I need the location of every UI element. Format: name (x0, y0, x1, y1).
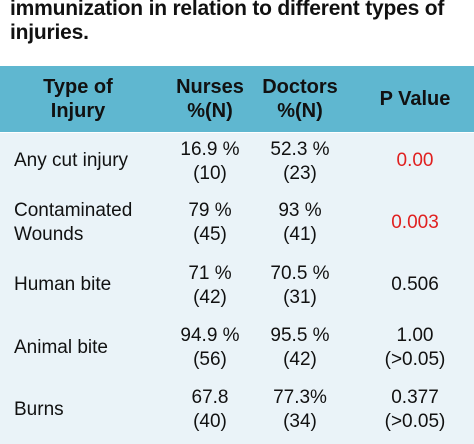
header-type-line-2: Injury (50, 100, 106, 122)
row-1-doctors: 52.3 % (23) (240, 138, 360, 186)
header-type: Type of Injury (8, 75, 148, 123)
table-header: Type of Injury Nurses %(N) Doctors %(N) … (0, 66, 474, 133)
row-5-p-value-text: 0.377 (391, 387, 439, 408)
row-1-nurses-n: (10) (193, 163, 227, 184)
row-1-type-text: Any cut injury (14, 150, 129, 171)
row-1-p-value: 0.00 (356, 149, 474, 173)
header-doctors: Doctors %(N) (240, 75, 360, 123)
row-2-type-line-2: Wounds (14, 224, 84, 245)
row-4-nurses: 94.9 % (56) (150, 324, 270, 372)
row-4-p-value-text: 1.00 (396, 325, 434, 346)
row-5-doctors-n: (34) (283, 411, 317, 432)
caption-line-1: immunization in relation to different ty… (10, 0, 445, 20)
injury-table: Type of Injury Nurses %(N) Doctors %(N) … (0, 66, 474, 444)
row-3-doctors-n: (31) (283, 287, 317, 308)
header-nurses: Nurses %(N) (150, 75, 270, 123)
row-4-type: Animal bite (14, 336, 154, 360)
row-4-doctors-n: (42) (283, 349, 317, 370)
row-2-p-value-text: 0.003 (391, 212, 439, 233)
header-nurses-line-2: %(N) (187, 100, 233, 122)
row-5-nurses-pct: 67.8 (191, 387, 229, 408)
row-5-type-text: Burns (14, 399, 64, 420)
row-3-nurses-pct: 71 % (188, 263, 232, 284)
row-1-doctors-pct: 52.3 % (270, 139, 330, 160)
caption-line-2: injuries. (10, 21, 89, 44)
row-1-nurses: 16.9 % (10) (150, 138, 270, 186)
row-4-nurses-n: (56) (193, 349, 227, 370)
header-doctors-line-1: Doctors (262, 76, 338, 98)
row-5-type: Burns (14, 398, 154, 422)
row-3-type: Human bite (14, 273, 154, 297)
row-4-p-value: 1.00 (>0.05) (356, 324, 474, 372)
row-1-nurses-pct: 16.9 % (180, 139, 240, 160)
row-2-doctors: 93 % (41) (240, 199, 360, 247)
row-3-doctors-pct: 70.5 % (270, 263, 330, 284)
row-4-doctors-pct: 95.5 % (270, 325, 330, 346)
row-2-nurses-n: (45) (193, 224, 227, 245)
table-caption: immunization in relation to different ty… (10, 0, 472, 45)
row-1-p-value-text: 0.00 (396, 150, 434, 171)
row-2-doctors-pct: 93 % (278, 200, 322, 221)
header-type-line-1: Type of (43, 76, 113, 98)
row-3-doctors: 70.5 % (31) (240, 262, 360, 310)
row-1-type: Any cut injury (14, 149, 154, 173)
row-4-type-text: Animal bite (14, 337, 108, 358)
header-nurses-line-1: Nurses (176, 76, 244, 98)
row-1-doctors-n: (23) (283, 163, 317, 184)
row-4-nurses-pct: 94.9 % (180, 325, 240, 346)
row-2-type-line-1: Contaminated (14, 200, 133, 221)
row-4-p-value-note: (>0.05) (384, 349, 446, 370)
row-3-p-value: 0.506 (356, 273, 474, 297)
row-3-type-text: Human bite (14, 274, 112, 295)
row-5-nurses: 67.8 (40) (150, 386, 270, 434)
row-2-p-value: 0.003 (356, 211, 474, 235)
row-4-doctors: 95.5 % (42) (240, 324, 360, 372)
header-p-value: P Value (356, 87, 474, 111)
row-3-p-value-text: 0.506 (391, 274, 439, 295)
row-5-p-value: 0.377 (>0.05) (356, 386, 474, 434)
row-5-p-value-note: (>0.05) (384, 411, 446, 432)
row-2-nurses: 79 % (45) (150, 199, 270, 247)
row-2-doctors-n: (41) (283, 224, 317, 245)
row-3-nurses-n: (42) (193, 287, 227, 308)
row-5-nurses-n: (40) (193, 411, 227, 432)
row-5-doctors: 77.3% (34) (240, 386, 360, 434)
header-p-value-text: P Value (379, 88, 451, 110)
row-2-type: Contaminated Wounds (14, 199, 164, 247)
row-5-doctors-pct: 77.3% (273, 387, 327, 408)
row-2-nurses-pct: 79 % (188, 200, 232, 221)
row-3-nurses: 71 % (42) (150, 262, 270, 310)
header-doctors-line-2: %(N) (277, 100, 323, 122)
